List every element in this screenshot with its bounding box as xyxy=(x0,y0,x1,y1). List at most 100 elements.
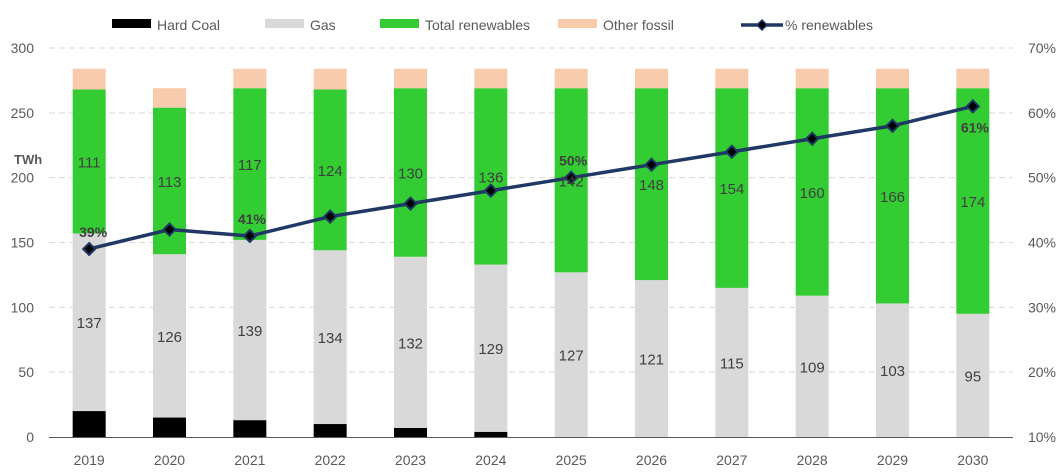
bar-total-renewables xyxy=(394,88,427,257)
line-marker xyxy=(81,241,97,257)
bar-other-fossil xyxy=(153,88,186,108)
bar-other-fossil xyxy=(394,68,427,89)
x-tick-label: 2019 xyxy=(74,452,105,468)
bar-other-fossil xyxy=(795,68,829,89)
line-path xyxy=(88,104,974,251)
bar-other-fossil xyxy=(474,68,508,89)
legend-item: Gas xyxy=(265,17,336,33)
x-tick-label: 2022 xyxy=(315,452,346,468)
data-label: 121 xyxy=(639,352,664,369)
data-label: 124 xyxy=(318,163,343,180)
y2-tick-label: 40% xyxy=(1028,235,1056,251)
data-label: 130 xyxy=(398,165,423,182)
legend-label: Gas xyxy=(310,17,336,33)
data-label: 126 xyxy=(157,329,182,346)
x-tick-label: 2029 xyxy=(877,452,908,468)
legend-item: Other fossil xyxy=(558,17,674,33)
data-label: 95 xyxy=(964,368,981,385)
data-label: 142 xyxy=(559,173,584,190)
line-marker xyxy=(242,228,258,244)
data-labels: 137 111 126 113 139 117 134 124 132 130 129 136 127 1… xyxy=(77,119,990,385)
y2-tick-label: 70% xyxy=(1028,40,1056,56)
y2-tick-label: 30% xyxy=(1028,299,1056,315)
data-label: 132 xyxy=(398,335,423,352)
line-marker xyxy=(885,118,900,134)
bar-total-renewables xyxy=(635,88,668,281)
y2-tick-label: 60% xyxy=(1028,105,1056,121)
legend-label: % renewables xyxy=(785,17,873,33)
y-tick-label: 150 xyxy=(11,235,35,251)
data-label: 160 xyxy=(800,185,825,202)
line-marker xyxy=(403,196,418,212)
legend: Hard Coal Gas Total renewables Other fossil… xyxy=(112,17,873,33)
x-tick-label: 2025 xyxy=(556,452,587,468)
y-tick-label: 100 xyxy=(11,299,35,315)
legend-item: Hard Coal xyxy=(112,17,220,33)
data-label: 113 xyxy=(158,174,182,191)
y-tick-label: 250 xyxy=(11,105,35,121)
y-tick-label: 50 xyxy=(18,364,34,380)
bar-gas xyxy=(474,264,508,432)
bar-gas xyxy=(956,313,990,437)
legend-marker xyxy=(755,18,769,32)
legend-swatch xyxy=(380,19,419,28)
data-label: 174 xyxy=(960,194,985,211)
bar-other-fossil xyxy=(715,68,749,89)
legend-swatch xyxy=(265,19,304,28)
line-marker xyxy=(644,157,659,173)
legend-item: Total renewables xyxy=(380,17,530,33)
bar-gas xyxy=(233,239,267,421)
line-marker xyxy=(563,170,579,186)
data-label: 111 xyxy=(78,154,101,171)
legend-swatch xyxy=(112,19,151,28)
x-tick-label: 2023 xyxy=(395,452,426,468)
data-label: 109 xyxy=(800,359,825,376)
y-axis-label: TWh xyxy=(14,152,42,167)
renewables-line xyxy=(81,98,981,257)
bars xyxy=(72,68,990,437)
bar-gas xyxy=(715,287,749,437)
y2-tick-label: 20% xyxy=(1028,364,1056,380)
legend-label: Total renewables xyxy=(425,17,530,33)
y-tick-label: 200 xyxy=(11,170,35,186)
bar-other-fossil xyxy=(313,68,347,90)
data-label: 136 xyxy=(478,169,503,186)
bar-gas xyxy=(554,272,588,437)
bar-hard-coal xyxy=(474,431,508,437)
data-label: 148 xyxy=(639,177,664,194)
legend-label: Hard Coal xyxy=(157,17,220,33)
y-axis-left: 0 50 100 150 200 250 300 xyxy=(11,40,35,445)
pct-annotation: 39% xyxy=(79,224,108,240)
line-marker xyxy=(965,98,981,114)
x-axis: 2019 2020 2021 2022 2023 2024 2025 2026 2027 2028… xyxy=(74,452,989,468)
bar-total-renewables xyxy=(956,88,990,314)
x-tick-label: 2024 xyxy=(475,452,506,468)
data-label: 117 xyxy=(238,157,262,174)
x-tick-label: 2026 xyxy=(636,452,667,468)
data-label: 137 xyxy=(77,315,102,332)
data-label: 139 xyxy=(237,323,262,340)
data-label: 103 xyxy=(880,363,905,380)
data-label: 129 xyxy=(478,341,503,358)
bar-gas xyxy=(153,254,186,418)
line-marker xyxy=(162,222,177,237)
data-label: 127 xyxy=(559,348,584,365)
legend-item: % renewables xyxy=(741,17,873,33)
data-label: 115 xyxy=(720,355,744,372)
data-label: 134 xyxy=(318,330,343,347)
line-marker xyxy=(804,131,820,147)
bar-total-renewables xyxy=(715,88,749,288)
y-axis-right: 10% 20% 30% 40% 50% 60% 70% xyxy=(1028,40,1056,445)
bar-other-fossil xyxy=(233,68,267,89)
bar-gas xyxy=(72,233,106,412)
bar-gas xyxy=(876,303,909,437)
bar-other-fossil xyxy=(554,68,588,89)
line-marker xyxy=(483,183,499,199)
x-tick-label: 2028 xyxy=(797,452,828,468)
legend-swatch xyxy=(558,19,597,28)
bar-gas xyxy=(313,250,347,425)
bar-total-renewables xyxy=(72,89,106,234)
pct-annotation: 61% xyxy=(961,119,990,135)
x-tick-label: 2020 xyxy=(154,452,185,468)
